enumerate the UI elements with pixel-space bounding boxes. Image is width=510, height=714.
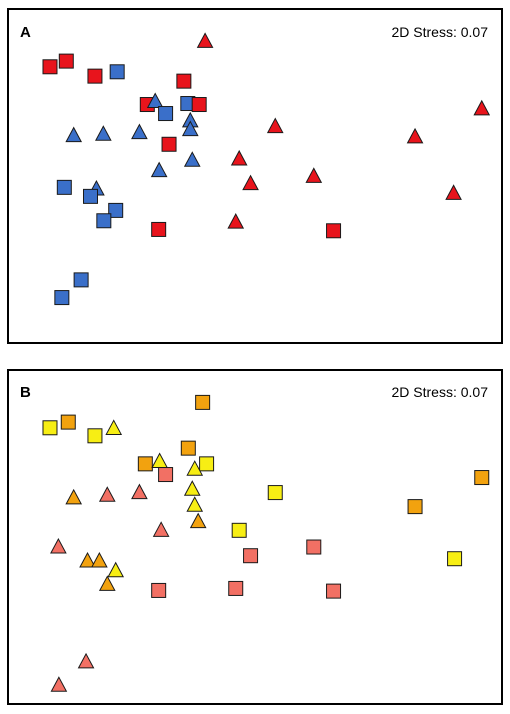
square-marker bbox=[54, 290, 70, 306]
square-marker bbox=[42, 59, 58, 75]
square-marker bbox=[228, 580, 244, 596]
triangle-marker bbox=[266, 117, 284, 134]
triangle-marker bbox=[50, 537, 67, 554]
square-marker bbox=[137, 456, 153, 472]
square-marker bbox=[56, 179, 72, 195]
triangle-marker bbox=[150, 161, 168, 178]
plot-frame bbox=[7, 8, 503, 344]
square-marker bbox=[58, 53, 74, 69]
triangle-marker bbox=[230, 149, 248, 166]
square-marker bbox=[199, 456, 215, 472]
triangle-marker bbox=[183, 480, 201, 496]
triangle-marker bbox=[183, 151, 201, 167]
triangle-marker bbox=[65, 126, 83, 143]
square-marker bbox=[87, 68, 103, 84]
panel-label: A bbox=[20, 24, 31, 41]
triangle-marker bbox=[107, 561, 125, 578]
triangle-marker bbox=[91, 551, 108, 568]
points-group bbox=[42, 32, 491, 306]
triangle-marker bbox=[445, 184, 462, 200]
triangle-marker bbox=[473, 99, 491, 116]
square-marker bbox=[87, 428, 103, 444]
square-marker bbox=[474, 470, 490, 486]
square-marker bbox=[73, 272, 89, 288]
square-marker bbox=[42, 420, 58, 436]
triangle-marker bbox=[305, 167, 323, 183]
square-marker bbox=[60, 414, 76, 430]
square-marker bbox=[109, 64, 125, 80]
triangle-marker bbox=[242, 174, 259, 191]
square-marker bbox=[180, 440, 196, 456]
triangle-marker bbox=[181, 120, 199, 137]
triangle-marker bbox=[95, 125, 112, 141]
triangle-marker bbox=[186, 496, 204, 512]
triangle-marker bbox=[98, 486, 116, 502]
square-marker bbox=[243, 548, 259, 564]
panel-label: B bbox=[20, 384, 31, 401]
triangle-marker bbox=[98, 575, 116, 591]
square-marker bbox=[407, 499, 423, 515]
square-marker bbox=[158, 467, 174, 483]
triangle-marker bbox=[189, 512, 207, 529]
triangle-marker bbox=[406, 127, 424, 144]
square-marker bbox=[231, 522, 247, 538]
chart-panel-b: B 2D Stress: 0.07 bbox=[0, 357, 510, 714]
triangle-marker bbox=[196, 32, 214, 48]
square-marker bbox=[151, 221, 167, 237]
stress-annotation: 2D Stress: 0.07 bbox=[392, 384, 489, 400]
square-marker bbox=[326, 583, 342, 599]
triangle-marker bbox=[65, 488, 83, 505]
triangle-marker bbox=[79, 551, 96, 568]
square-marker bbox=[82, 188, 98, 204]
chart-panel-a: A 2D Stress: 0.07 bbox=[7, 8, 503, 344]
triangle-marker bbox=[77, 652, 95, 669]
nmds-plot-a: A 2D Stress: 0.07 bbox=[7, 8, 503, 344]
stress-annotation: 2D Stress: 0.07 bbox=[392, 24, 489, 40]
nmds-plot-b: B 2D Stress: 0.07 bbox=[7, 369, 503, 705]
square-marker bbox=[267, 485, 283, 501]
triangle-marker bbox=[152, 521, 170, 537]
points-group bbox=[42, 394, 490, 692]
square-marker bbox=[151, 582, 167, 598]
square-marker bbox=[191, 97, 207, 113]
square-marker bbox=[161, 136, 177, 152]
square-marker bbox=[96, 213, 112, 229]
square-marker bbox=[176, 73, 192, 89]
triangle-marker bbox=[131, 123, 148, 140]
triangle-marker bbox=[105, 419, 123, 435]
triangle-marker bbox=[227, 213, 245, 229]
triangle-marker bbox=[50, 676, 68, 692]
triangle-marker bbox=[146, 92, 164, 109]
square-marker bbox=[108, 202, 124, 218]
square-marker bbox=[306, 539, 322, 555]
square-marker bbox=[195, 394, 211, 410]
plot-frame bbox=[7, 369, 503, 705]
triangle-marker bbox=[131, 483, 148, 500]
square-marker bbox=[326, 223, 342, 239]
square-marker bbox=[447, 551, 463, 567]
triangle-marker bbox=[186, 460, 204, 476]
square-marker bbox=[158, 106, 174, 122]
